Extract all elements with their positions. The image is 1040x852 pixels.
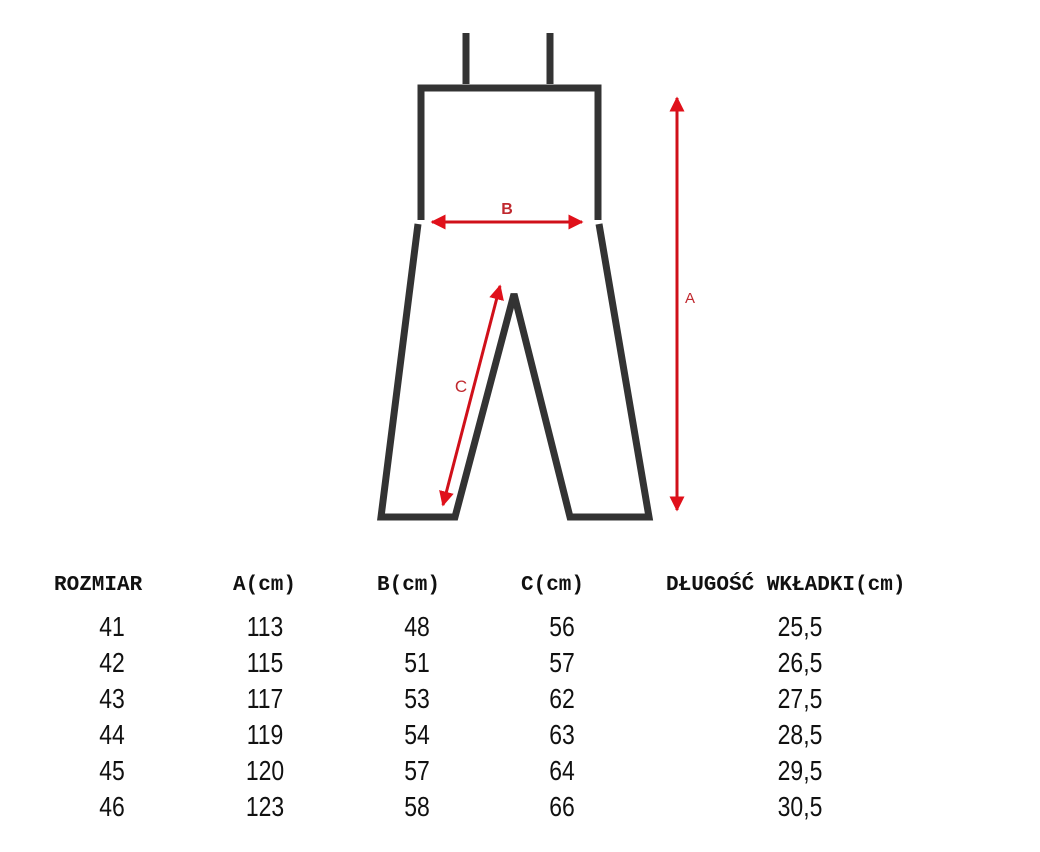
waders-diagram: B A C xyxy=(377,33,695,521)
legs xyxy=(377,223,654,521)
cell-c: 66 xyxy=(549,791,575,822)
cell-size: 46 xyxy=(99,791,125,822)
cell-c: 63 xyxy=(549,719,575,750)
cell-insole-length: 30,5 xyxy=(777,791,823,822)
cell-size: 43 xyxy=(99,683,125,714)
cell-a: 117 xyxy=(246,683,284,714)
header-c: C(cm) xyxy=(521,574,585,597)
cell-b: 48 xyxy=(404,611,430,642)
cell-a: 113 xyxy=(246,611,284,642)
waders-outline xyxy=(377,33,654,521)
cell-insole-length: 27,5 xyxy=(777,683,823,714)
label-b: B xyxy=(501,201,513,218)
cell-c: 62 xyxy=(549,683,575,714)
cell-a: 115 xyxy=(246,647,284,678)
header-size: ROZMIAR xyxy=(54,574,143,597)
cell-insole-length: 29,5 xyxy=(777,755,823,786)
cell-c: 57 xyxy=(549,647,575,678)
cell-c: 64 xyxy=(549,755,575,786)
cell-insole-length: 28,5 xyxy=(777,719,823,750)
bib xyxy=(417,84,602,220)
cell-b: 54 xyxy=(404,719,430,750)
cell-size: 45 xyxy=(99,755,125,786)
cell-insole-length: 26,5 xyxy=(777,647,823,678)
cell-b: 58 xyxy=(404,791,430,822)
cell-c: 56 xyxy=(549,611,575,642)
cell-size: 44 xyxy=(99,719,125,750)
label-c: C xyxy=(455,377,467,396)
header-b: B(cm) xyxy=(377,574,441,597)
cell-b: 57 xyxy=(404,755,430,786)
cell-insole-length: 25,5 xyxy=(777,611,823,642)
cell-a: 119 xyxy=(246,719,284,750)
cell-b: 51 xyxy=(404,647,430,678)
label-a: A xyxy=(685,290,695,307)
cell-size: 41 xyxy=(99,611,125,642)
arrow-c xyxy=(439,284,504,507)
cell-a: 123 xyxy=(245,791,285,822)
cell-size: 42 xyxy=(99,647,125,678)
cell-a: 120 xyxy=(245,755,285,786)
header-insole-length: DŁUGOŚĆ WKŁADKI(cm) xyxy=(666,574,906,597)
dimension-arrows xyxy=(430,96,685,512)
header-a: A(cm) xyxy=(233,574,297,597)
cell-b: 53 xyxy=(404,683,430,714)
